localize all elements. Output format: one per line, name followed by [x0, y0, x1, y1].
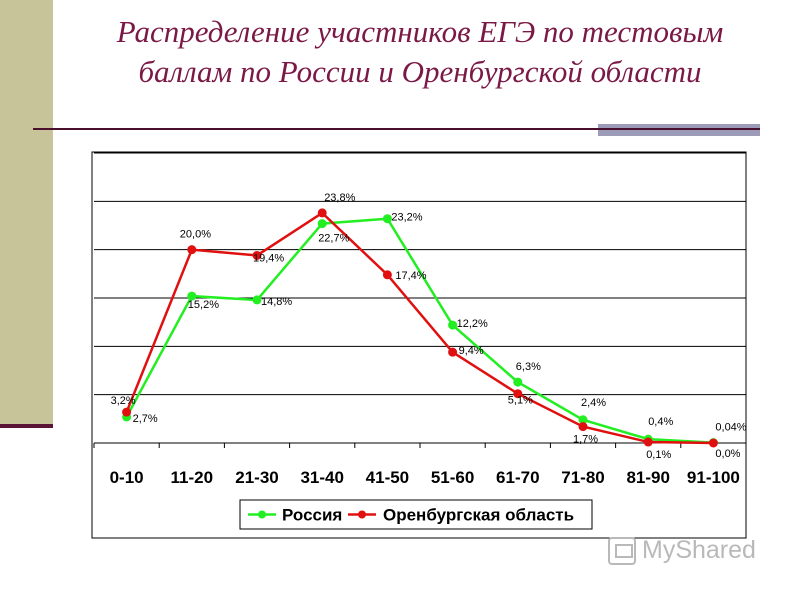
data-label: 3,2%: [111, 395, 136, 407]
data-point: [187, 245, 197, 255]
data-point: [122, 407, 132, 417]
data-point: [448, 347, 458, 357]
watermark-text: MyShared: [642, 536, 756, 564]
data-label: 19,4%: [253, 252, 284, 264]
data-label: 5,1%: [508, 395, 533, 407]
data-point: [252, 250, 262, 260]
data-label: 17,4%: [395, 270, 426, 282]
legend-box: [239, 499, 593, 530]
title-underline: [33, 128, 598, 130]
data-point: [382, 214, 392, 224]
title-underline-accent: [598, 124, 760, 136]
data-label: 22,7%: [318, 233, 349, 245]
data-point: [252, 295, 262, 305]
data-label: 20,0%: [180, 229, 211, 241]
data-label: 6,3%: [516, 361, 541, 373]
data-label: 23,8%: [324, 192, 355, 204]
data-label: 12,2%: [457, 318, 488, 330]
chart-frame: [91, 151, 747, 539]
data-label: 9,4%: [459, 345, 484, 357]
legend-swatch-marker: [258, 510, 266, 519]
series-line: [125, 211, 714, 445]
x-tick-label: 91-100: [687, 468, 740, 487]
data-point: [448, 320, 458, 330]
data-label: 15,2%: [188, 299, 219, 311]
legend-swatch-marker: [358, 510, 366, 519]
decorative-side-bar: [0, 0, 53, 424]
data-point: [317, 219, 327, 229]
data-label: 0,1%: [646, 449, 671, 461]
data-label: 0,4%: [648, 416, 673, 428]
data-label: 2,7%: [133, 413, 158, 425]
data-point: [643, 437, 653, 447]
legend-label: Россия: [282, 506, 342, 525]
data-label: 0,04%: [715, 422, 746, 434]
data-point: [578, 422, 588, 432]
data-point: [513, 389, 523, 399]
x-tick-label: 41-50: [366, 468, 409, 487]
legend-label: Оренбургская область: [383, 506, 574, 525]
data-label: 0,0%: [715, 448, 740, 460]
data-label: 2,4%: [581, 397, 606, 409]
x-tick-label: 0-10: [110, 468, 144, 487]
x-tick-label: 61-70: [496, 468, 539, 487]
data-point: [187, 291, 197, 301]
data-point: [708, 438, 718, 448]
x-tick-label: 11-20: [171, 468, 214, 487]
x-tick-label: 21-30: [235, 468, 278, 487]
presentation-icon: [608, 536, 636, 565]
data-point: [317, 208, 327, 218]
data-point: [382, 270, 392, 280]
slide-title: Распределение участников ЕГЭ по тестовым…: [116, 14, 724, 89]
data-label: 14,8%: [261, 296, 292, 308]
x-tick-label: 51-60: [431, 468, 474, 487]
x-tick-label: 31-40: [300, 468, 343, 487]
data-label: 1,7%: [573, 434, 598, 446]
watermark: MyShared: [608, 536, 756, 565]
x-tick-label: 71-80: [561, 468, 604, 487]
decorative-side-line: [0, 424, 53, 428]
series-line: [125, 217, 714, 444]
x-tick-label: 81-90: [626, 468, 669, 487]
data-point: [513, 377, 523, 387]
data-label: 23,2%: [391, 212, 422, 224]
